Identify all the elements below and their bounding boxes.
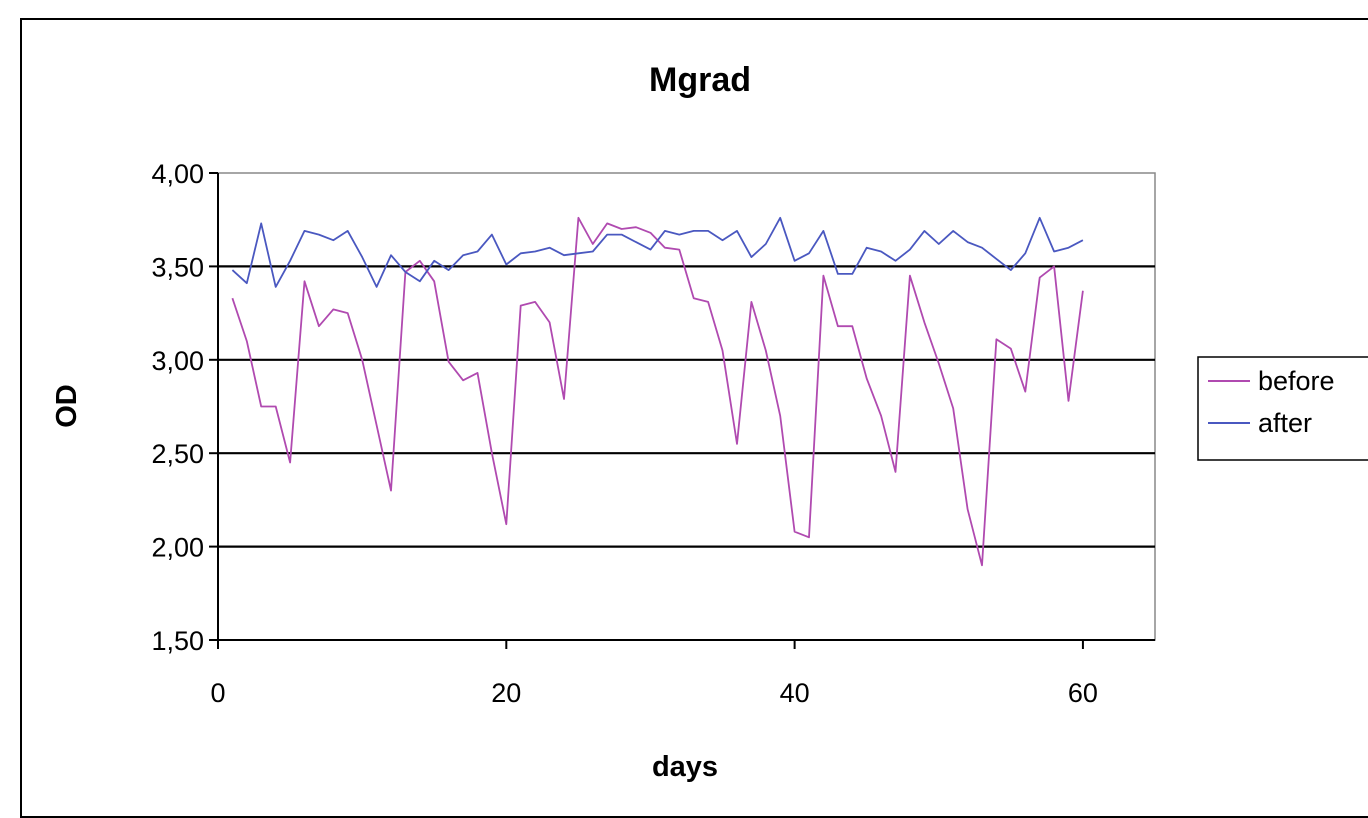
x-tick-label-0: 0	[210, 678, 225, 708]
y-tick-label-0: 1,50	[151, 626, 204, 656]
y-tick-label-3: 3,00	[151, 346, 204, 376]
legend-box	[1197, 356, 1368, 461]
y-axis-ticks: 1,50 2,00 2,50 3,00 3,50 4,00	[151, 159, 218, 656]
y-axis-title: OD	[51, 384, 83, 428]
plot-area-border	[217, 172, 1156, 641]
y-tick-label-4: 3,50	[151, 252, 204, 282]
series-lines	[231, 216, 1084, 567]
series-line-after	[231, 216, 1084, 288]
legend: before after	[1197, 356, 1368, 461]
x-tick-label-3: 60	[1068, 678, 1098, 708]
chart-title: Mgrad	[649, 61, 751, 99]
x-tick-label-2: 40	[780, 678, 810, 708]
x-axis-title: days	[652, 751, 718, 783]
y-tick-label-5: 4,00	[151, 159, 204, 189]
y-tick-label-2: 2,50	[151, 439, 204, 469]
x-axis-ticks: 0 20 40 60	[210, 640, 1098, 708]
gridlines	[218, 265, 1155, 548]
x-tick-label-1: 20	[491, 678, 521, 708]
plot-area	[217, 172, 1156, 641]
legend-label-after: after	[1258, 408, 1312, 438]
legend-label-before: before	[1258, 366, 1335, 396]
y-tick-label-1: 2,00	[151, 533, 204, 563]
